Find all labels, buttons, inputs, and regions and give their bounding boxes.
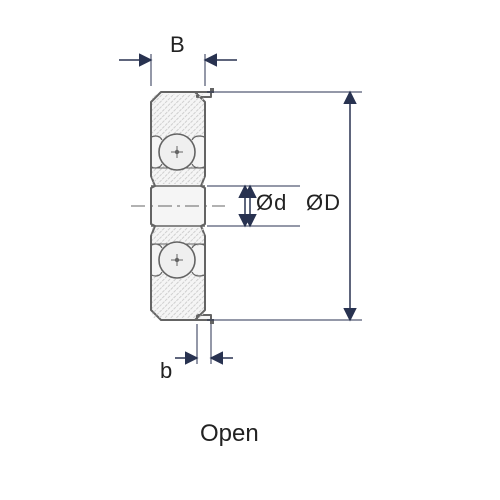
label-width-B: B: [170, 32, 186, 58]
caption: Open: [200, 420, 259, 448]
label-outer-dia: ØD: [306, 190, 341, 216]
label-groove-b: b: [160, 358, 173, 384]
bearing-diagram: B b Ød ØD Open: [0, 0, 500, 500]
label-inner-dia: Ød: [256, 190, 287, 216]
